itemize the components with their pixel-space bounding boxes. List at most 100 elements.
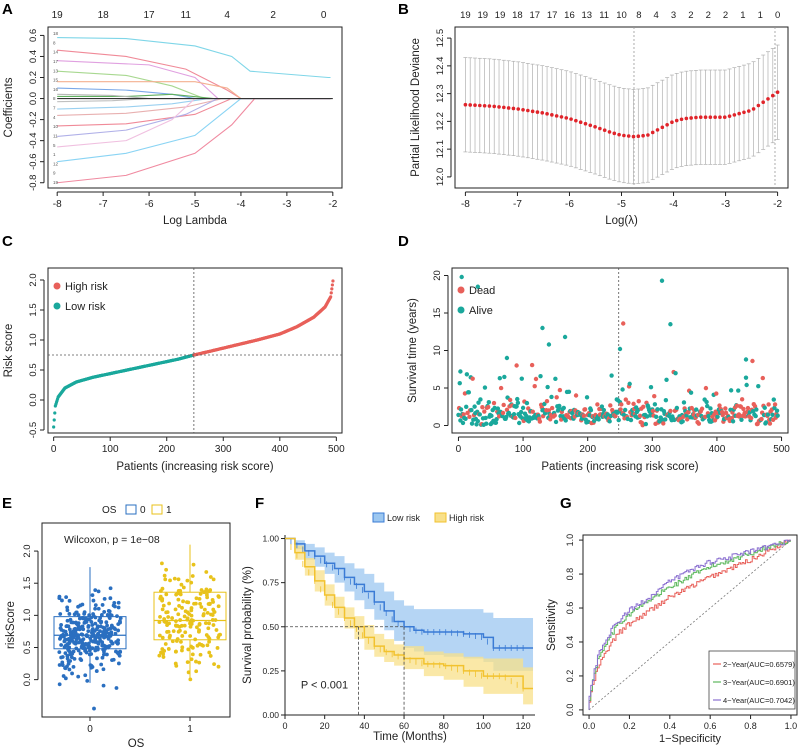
panel-e-annotation: Wilcoxon, p = 1e−08: [64, 534, 160, 546]
panel-d-point: [619, 402, 624, 407]
panel-e-point: [93, 621, 98, 626]
panel-d-point: [544, 398, 550, 404]
panel-e-x-tick-label: 1: [187, 724, 193, 735]
panel-e-point: [161, 603, 166, 608]
panel-e-point: [86, 629, 91, 634]
panel-b-point: [732, 113, 737, 117]
panel-e-point: [177, 624, 182, 629]
panel-d-point: [546, 408, 552, 413]
panel-b-point: [511, 106, 516, 111]
panel-b-top-label: 17: [547, 10, 558, 21]
panel-e-y-axis-tick-label: 1.5: [22, 577, 33, 590]
panel-a-top-label: 11: [181, 10, 192, 21]
panel-e-point: [174, 663, 179, 668]
panel-b-top-label: 1: [740, 10, 745, 21]
panel-e-point: [97, 636, 102, 640]
panel-e-point: [74, 620, 78, 625]
panel-e-point: [93, 637, 98, 642]
panel-b-point: [650, 130, 655, 135]
panel-d-point: [714, 391, 719, 396]
panel-e-point: [185, 600, 189, 604]
panel-d-point: [766, 402, 771, 407]
panel-c-y-label: Risk score: [3, 324, 15, 378]
panel-e-point: [99, 662, 104, 667]
panel-b-point: [468, 103, 473, 107]
panel-e-point: [207, 621, 211, 626]
panel-a-y-axis-tick-label: -0.8: [28, 175, 39, 191]
panel-b-point: [530, 109, 535, 114]
panel-d-point: [491, 400, 497, 406]
panel-c-point: [330, 283, 334, 287]
panel-a-path-index: 17: [53, 59, 59, 64]
panel-e-point: [198, 592, 203, 596]
panel-e-point: [204, 587, 209, 592]
panel-e-point: [98, 629, 102, 634]
panel-d-point: [655, 407, 660, 412]
panel-e-point: [160, 598, 165, 603]
panel-e-point: [116, 638, 121, 643]
panel-e-point: [194, 596, 199, 601]
panel-d-point: [504, 414, 509, 420]
panel-d-point: [515, 400, 521, 406]
panel-e-point: [118, 649, 123, 654]
panel-a-y-axis-tick-label: 0.0: [28, 92, 39, 105]
panel-e-y-axis-tick-label: 2.0: [22, 544, 33, 557]
panel-a-x-axis-tick-label: -4: [236, 199, 245, 210]
panel-e-legend-title: OS: [102, 505, 117, 516]
panel-a-top-label: 17: [144, 10, 156, 21]
panel-d-point: [486, 399, 492, 405]
panel-d-point: [739, 417, 744, 422]
panel-d-point: [748, 415, 754, 421]
panel-b-point: [713, 115, 717, 120]
panel-d-point: [741, 406, 746, 412]
panel-a-coef-path: [57, 98, 331, 127]
panel-d-point: [514, 404, 519, 409]
panel-e-point: [210, 598, 215, 602]
panel-c-y-axis-tick-label: 1.5: [28, 303, 39, 316]
panel-b-point: [564, 116, 569, 120]
panel-d-point: [537, 419, 543, 424]
panel-e-point: [214, 628, 219, 632]
panel-a-path-index: 8: [53, 40, 56, 45]
panel-d-point: [511, 412, 517, 417]
panel-e-point: [216, 604, 221, 609]
panel-e-point: [94, 669, 99, 673]
panel-d-point: [694, 407, 699, 412]
panel-d-point: [663, 417, 668, 422]
panel-e-point: [164, 592, 169, 597]
panel-d-point: [466, 390, 471, 395]
panel-e-point: [114, 686, 119, 690]
panel-e-y-axis-tick-label: 0.5: [22, 641, 33, 654]
panel-d-point: [484, 421, 489, 426]
panel-e-point: [205, 595, 210, 600]
panel-e-point: [92, 706, 96, 711]
panel-b-x-axis-tick-label: -6: [565, 199, 574, 210]
panel-e-point: [176, 577, 181, 582]
panel-e-point: [180, 648, 184, 653]
panel-d-point: [498, 385, 504, 391]
panel-g-roc-curve: [588, 539, 791, 710]
panel-e-point: [172, 576, 177, 581]
panel-d-point: [469, 421, 475, 426]
panel-d-point: [482, 385, 488, 390]
panel-label-C: C: [2, 233, 13, 250]
panel-e-point: [76, 604, 80, 609]
panel-g-y-tick-label: 1.0: [565, 534, 575, 547]
panel-b-point: [694, 115, 698, 120]
panel-e-point: [91, 598, 96, 603]
panel-d-point: [641, 404, 646, 410]
panel-d-point: [502, 374, 507, 380]
panel-d-point: [489, 413, 494, 419]
panel-d-point: [739, 397, 745, 402]
panel-d-y-axis-tick-label: 20: [432, 270, 443, 281]
panel-d-point: [643, 421, 649, 427]
panel-f-legend-label: Low risk: [387, 513, 421, 523]
panel-e-point: [162, 648, 167, 653]
panel-c-point: [329, 291, 333, 295]
panel-e-point: [216, 594, 221, 599]
panel-a-path-index: 7: [53, 106, 56, 111]
panel-label-B: B: [398, 1, 409, 18]
panel-b-point: [487, 104, 492, 108]
panel-e-point: [95, 656, 99, 661]
panel-e-point: [182, 623, 187, 628]
